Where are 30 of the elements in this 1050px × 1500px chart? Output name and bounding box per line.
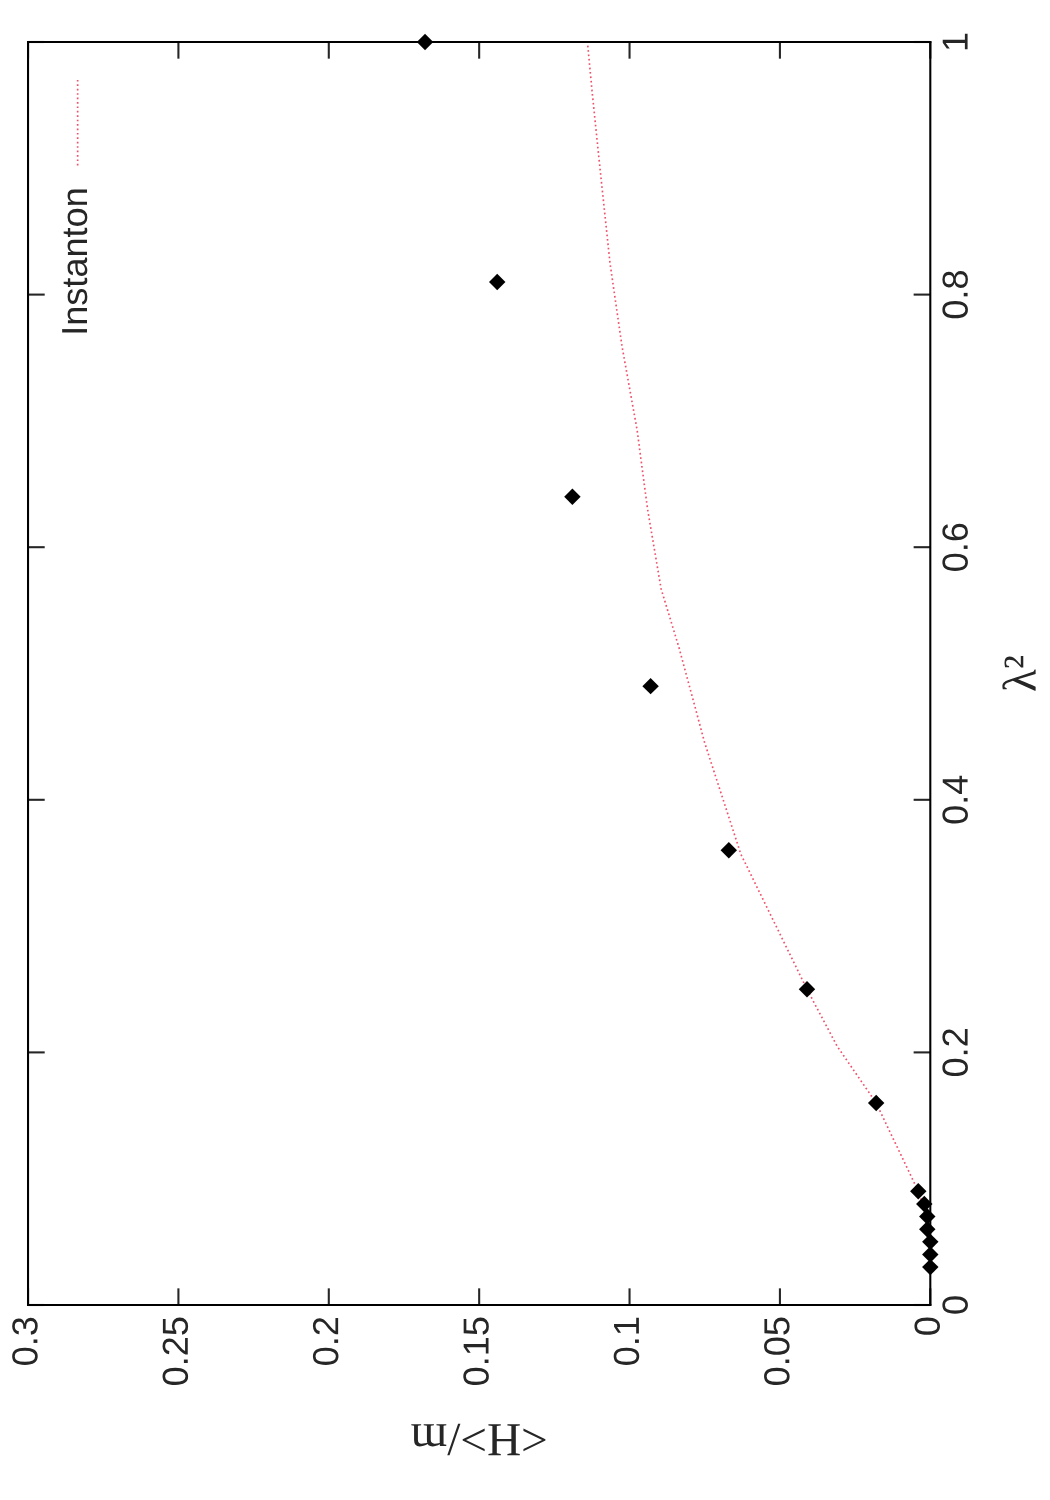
point (489, 273, 506, 291)
point (922, 1258, 939, 1276)
point (922, 1233, 939, 1251)
x-tick-label: 0.2 (312, 1317, 339, 1365)
point (910, 1183, 927, 1200)
x-tick-label: 0.15 (463, 1317, 489, 1385)
point (867, 1094, 885, 1112)
y-tick-label: 0.2 (942, 1029, 968, 1077)
text: Instanton (62, 189, 88, 333)
x-tick-label: 0 (914, 1317, 940, 1335)
y-tick-label: 0 (942, 1296, 968, 1314)
x-tick-label: 0.25 (162, 1317, 189, 1385)
y-axis-title: λ² (1002, 656, 1036, 691)
point (720, 842, 738, 859)
point (798, 981, 816, 998)
y-tick-label: 0.8 (942, 271, 968, 319)
point (916, 1195, 933, 1213)
point (564, 488, 581, 505)
x-tick-label: 0.1 (613, 1317, 640, 1365)
x-tick-label: 0.3 (12, 1317, 38, 1365)
point (642, 677, 659, 695)
y-tick-label: 0.4 (942, 775, 968, 824)
point (919, 1221, 936, 1238)
y-tick-label: 0.6 (942, 523, 968, 571)
x-tick-label: 0.05 (764, 1317, 790, 1385)
x-axis-title: <H>/m (411, 1423, 546, 1456)
y-tick-label: 1 (942, 33, 968, 50)
point (919, 1208, 936, 1225)
point (922, 1246, 939, 1263)
point (416, 33, 434, 51)
